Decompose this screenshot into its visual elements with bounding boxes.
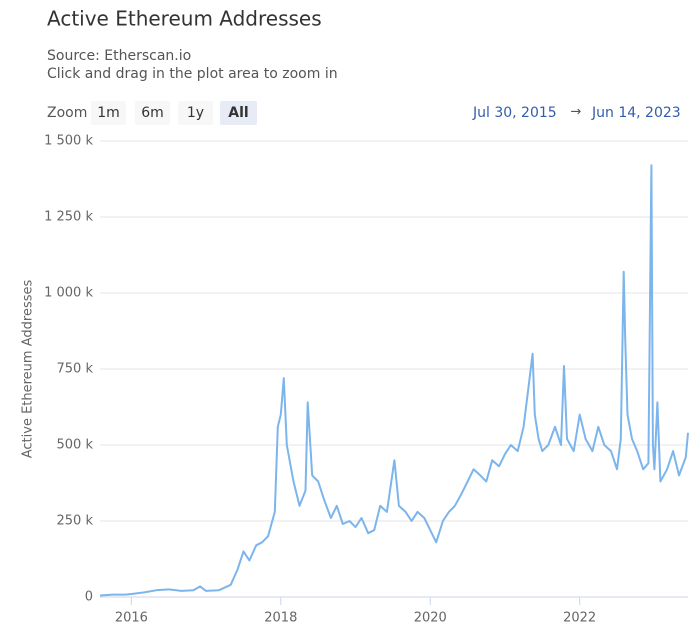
- y-tick-label: 1 500 k: [44, 134, 93, 149]
- zoom-button[interactable]: [135, 101, 170, 125]
- y-tick-label: 1 250 k: [44, 210, 93, 225]
- range-from[interactable]: Jul 30, 2015: [472, 105, 557, 121]
- y-axis-title: Active Ethereum Addresses: [21, 280, 36, 459]
- zoom-button[interactable]: [91, 101, 126, 125]
- zoom-button-label[interactable]: 1m: [97, 105, 120, 121]
- chart-title: Active Ethereum Addresses: [47, 7, 322, 31]
- y-tick-label: 500 k: [57, 438, 94, 453]
- subtitle: Source: Etherscan.io: [47, 48, 191, 64]
- y-tick-label: 250 k: [57, 514, 94, 529]
- caption: Click and drag in the plot area to zoom …: [47, 66, 338, 82]
- y-tick-label: 1 000 k: [44, 286, 93, 301]
- zoom-button[interactable]: [220, 101, 257, 125]
- x-tick-label: 2016: [115, 611, 148, 626]
- zoom-button-label[interactable]: All: [228, 105, 248, 121]
- range-arrow: →: [571, 105, 582, 120]
- zoom-label: Zoom: [47, 105, 87, 121]
- zoom-button[interactable]: [178, 101, 213, 125]
- y-tick-label: 750 k: [57, 362, 94, 377]
- data-line: [99, 164, 689, 597]
- x-tick-label: 2022: [563, 611, 596, 626]
- zoom-button-label[interactable]: 1y: [187, 105, 204, 121]
- x-tick-label: 2020: [414, 611, 447, 626]
- zoom-button-label[interactable]: 6m: [141, 105, 164, 121]
- x-tick-label: 2018: [264, 611, 297, 626]
- y-tick-label: 0: [85, 590, 93, 605]
- range-to[interactable]: Jun 14, 2023: [591, 105, 681, 121]
